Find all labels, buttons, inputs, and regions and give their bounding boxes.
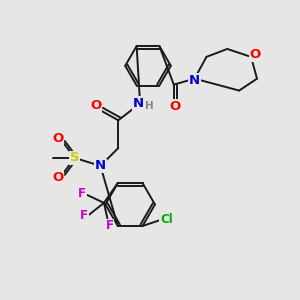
Text: O: O <box>52 132 64 145</box>
Text: N: N <box>95 159 106 172</box>
Text: F: F <box>78 188 86 200</box>
Text: H: H <box>145 101 153 111</box>
Text: O: O <box>169 100 180 113</box>
Text: F: F <box>106 219 114 232</box>
Text: Cl: Cl <box>160 212 173 226</box>
Text: F: F <box>80 209 88 222</box>
Text: N: N <box>189 74 200 87</box>
Text: O: O <box>52 171 64 184</box>
Text: O: O <box>249 48 261 62</box>
Text: S: S <box>70 152 80 164</box>
Text: O: O <box>90 99 101 112</box>
Text: N: N <box>133 97 144 110</box>
